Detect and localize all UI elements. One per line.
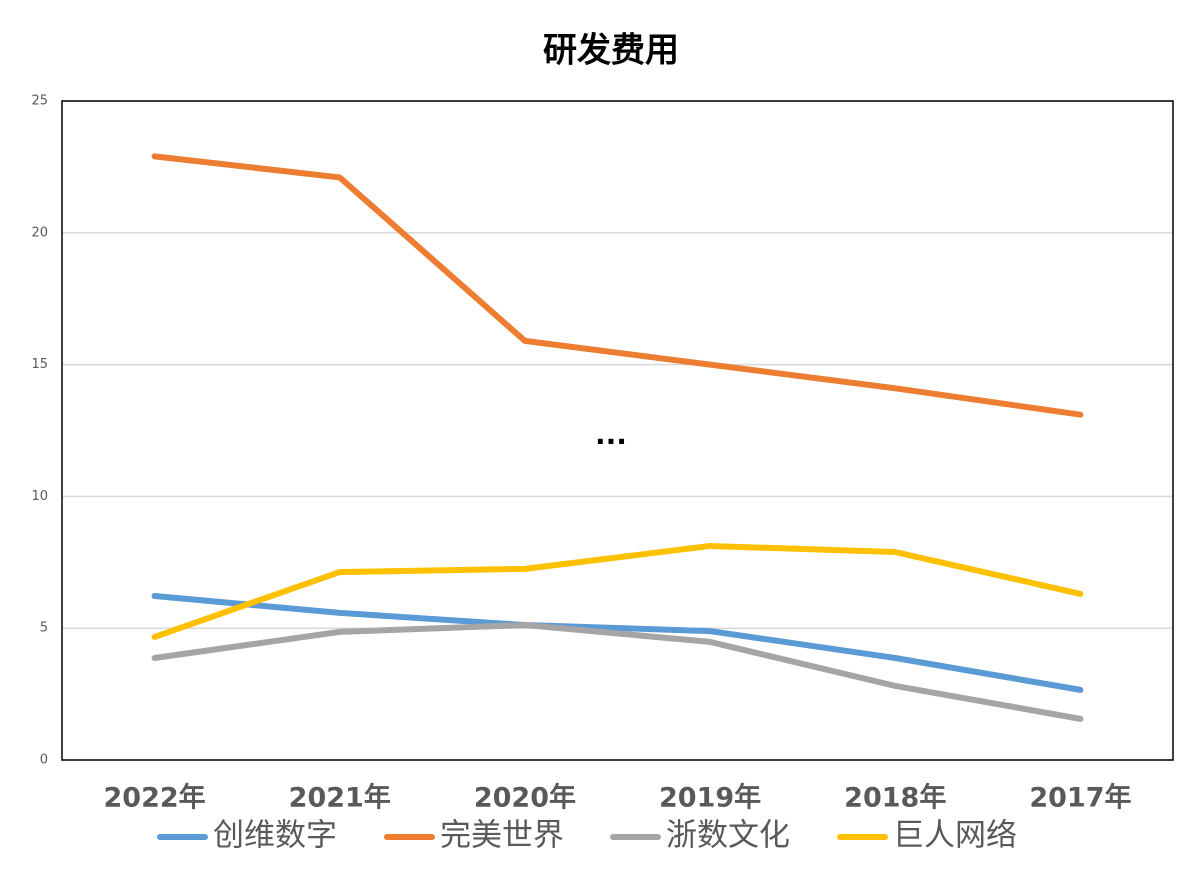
series-line <box>151 593 1084 693</box>
series-line <box>151 542 1084 640</box>
series-line <box>151 153 1084 418</box>
annotation: ... <box>595 418 627 451</box>
y-tick-label: 25 <box>31 94 48 109</box>
plot-border <box>61 100 1174 761</box>
y-tick-label: 0 <box>40 753 48 768</box>
x-tick-label: 2020年 <box>474 782 576 814</box>
legend-label: 完美世界 <box>440 818 564 854</box>
y-tick-label: 20 <box>31 225 48 240</box>
y-tick-label: 5 <box>40 621 48 636</box>
legend-label: 浙数文化 <box>666 818 790 854</box>
y-tick-label: 10 <box>31 489 48 504</box>
x-tick-label: 2018年 <box>844 782 946 814</box>
y-tick-label: 15 <box>31 357 48 372</box>
legend-label: 巨人网络 <box>893 818 1017 854</box>
x-tick-label: 2017年 <box>1029 782 1131 814</box>
legend-label: 创维数字 <box>213 818 337 854</box>
chart-title: 研发费用 <box>543 31 679 71</box>
x-tick-label: 2022年 <box>104 782 206 814</box>
x-tick-label: 2019年 <box>659 782 761 814</box>
x-tick-label: 2021年 <box>289 782 391 814</box>
series-line <box>151 622 1084 722</box>
